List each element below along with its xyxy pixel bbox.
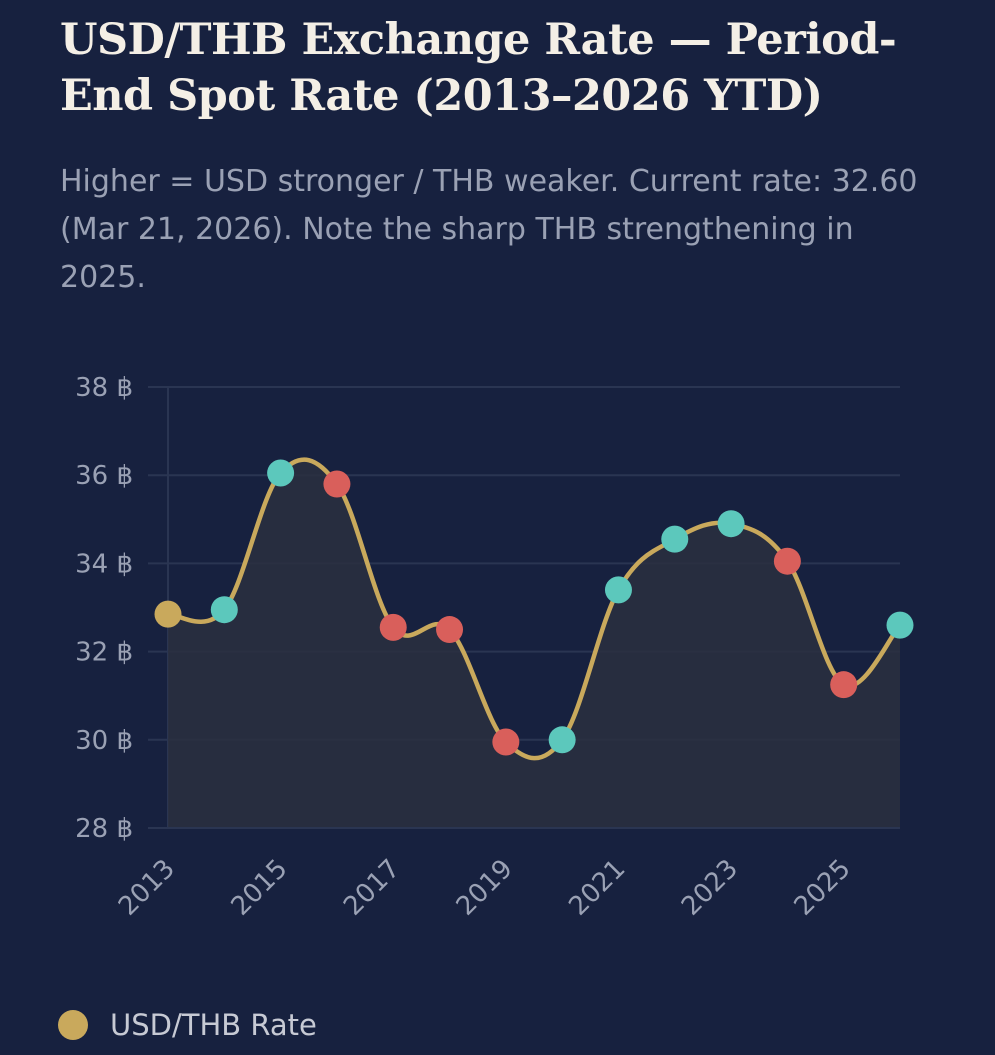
x-tick-label: 2021 xyxy=(563,854,631,922)
x-tick-label: 2025 xyxy=(789,854,857,922)
y-tick-label: 30 ฿ xyxy=(75,726,133,756)
legend-label: USD/THB Rate xyxy=(110,1008,317,1042)
data-point[interactable] xyxy=(210,596,238,624)
chart-title: USD/THB Exchange Rate — Period-End Spot … xyxy=(60,15,897,121)
legend-swatch xyxy=(58,1010,88,1040)
data-point[interactable] xyxy=(717,510,745,538)
chart-subtitle: Higher = USD stronger / THB weaker. Curr… xyxy=(60,164,918,295)
data-point[interactable] xyxy=(267,459,295,487)
chart-legend[interactable]: USD/THB Rate xyxy=(58,1005,317,1045)
data-point[interactable] xyxy=(661,525,689,553)
data-point[interactable] xyxy=(323,470,351,498)
x-tick-label: 2013 xyxy=(113,854,181,922)
line-chart: 28 ฿ 30 ฿ 32 ฿ 34 ฿ 36 ฿ 38 ฿ 2013 2015 2017 2019… xyxy=(75,373,914,922)
data-point[interactable] xyxy=(548,726,576,754)
data-point[interactable] xyxy=(492,728,520,756)
y-tick-label: 38 ฿ xyxy=(75,373,133,403)
data-point[interactable] xyxy=(604,576,632,604)
y-tick-label: 34 ฿ xyxy=(75,549,133,579)
data-point[interactable] xyxy=(773,547,801,575)
data-point[interactable] xyxy=(886,611,914,639)
area-fill xyxy=(168,459,900,828)
data-point[interactable] xyxy=(379,613,407,641)
x-tick-label: 2015 xyxy=(226,854,294,922)
data-point[interactable] xyxy=(830,671,858,699)
y-tick-label: 36 ฿ xyxy=(75,461,133,491)
y-tick-label: 28 ฿ xyxy=(75,814,133,844)
data-point[interactable] xyxy=(154,600,182,628)
x-tick-label: 2019 xyxy=(451,854,519,922)
x-tick-label: 2017 xyxy=(338,854,406,922)
y-tick-label: 32 ฿ xyxy=(75,638,133,668)
data-point[interactable] xyxy=(436,616,464,644)
x-tick-label: 2023 xyxy=(676,854,744,922)
